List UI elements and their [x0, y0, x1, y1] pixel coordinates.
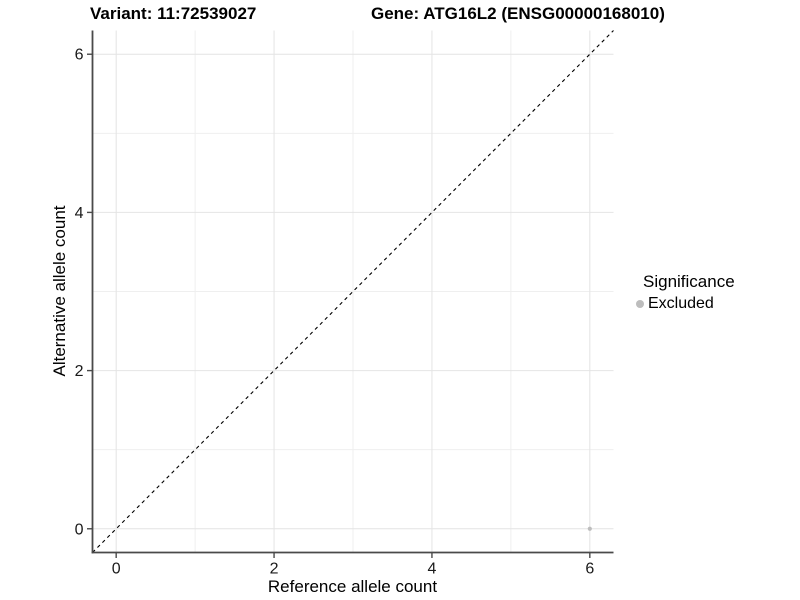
y-tick-label: 6 — [75, 47, 84, 64]
legend-item-excluded: Excluded — [630, 295, 735, 313]
legend-item-label: Excluded — [648, 295, 714, 312]
x-tick-label: 6 — [585, 561, 594, 578]
y-axis-label: Alternative allele count — [50, 205, 69, 377]
y-tick-label: 2 — [75, 363, 84, 380]
x-tick-label: 0 — [112, 561, 121, 578]
y-tick-label: 4 — [75, 205, 84, 222]
x-axis-label: Reference allele count — [267, 577, 438, 596]
plot-title-variant: Variant: 11:72539027 — [90, 4, 257, 23]
legend: Significance Excluded — [630, 272, 735, 313]
plot-title-gene: Gene: ATG16L2 (ENSG00000168010) — [371, 4, 665, 23]
excluded-point-icon — [636, 300, 644, 308]
y-tick-label: 0 — [75, 521, 84, 538]
data-point — [587, 526, 592, 531]
x-tick-label: 4 — [427, 561, 436, 578]
legend-title: Significance — [643, 272, 735, 291]
x-tick-label: 2 — [270, 561, 279, 578]
